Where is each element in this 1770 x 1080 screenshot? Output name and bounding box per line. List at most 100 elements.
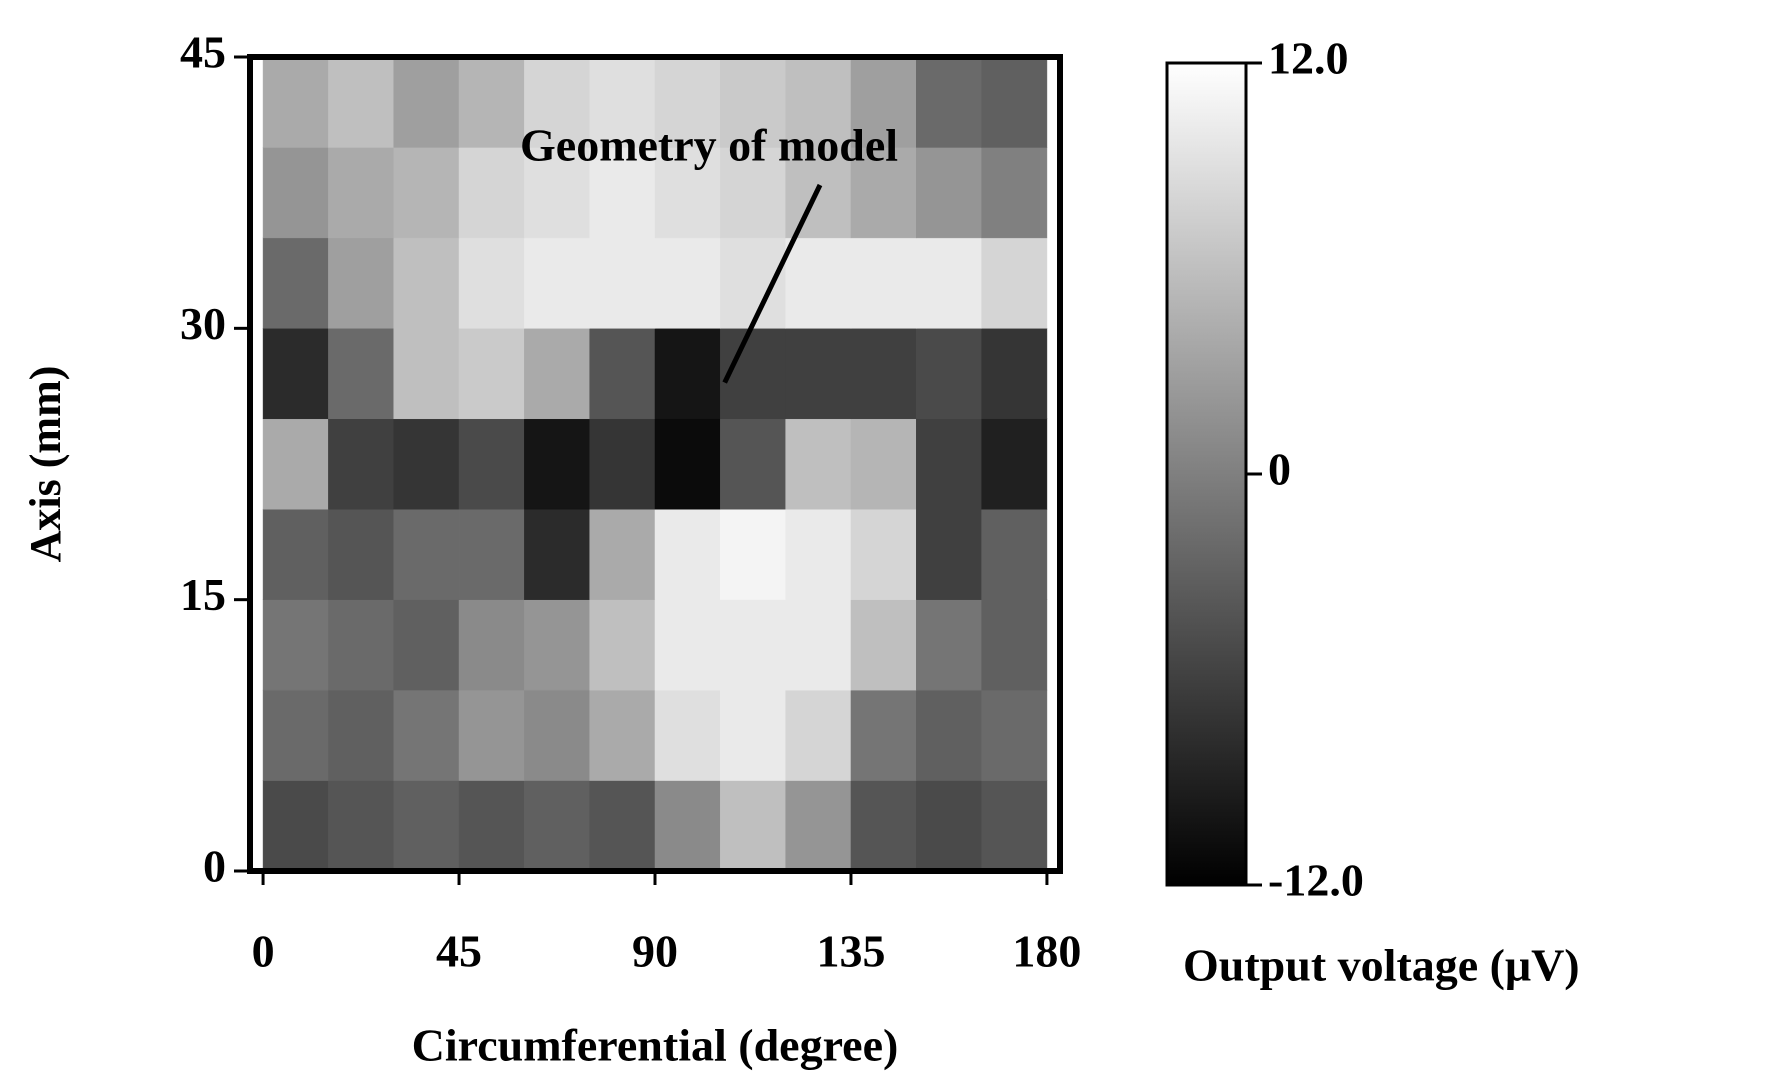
x-tick-label: 135 bbox=[816, 926, 885, 977]
heatmap-cell bbox=[458, 147, 525, 239]
heatmap-cell bbox=[720, 508, 786, 600]
heatmap-cell bbox=[981, 237, 1048, 329]
heatmap-cell bbox=[850, 147, 917, 239]
heatmap-cell bbox=[850, 56, 917, 148]
heatmap-cell bbox=[458, 780, 525, 872]
heatmap-cell bbox=[720, 599, 786, 691]
heatmap-cell bbox=[262, 56, 329, 148]
heatmap-cell bbox=[785, 237, 852, 329]
heatmap-cell bbox=[654, 689, 721, 781]
heatmap-cell bbox=[393, 237, 460, 329]
heatmap-cell bbox=[916, 508, 982, 600]
colorbar-tick-label: -12.0 bbox=[1268, 855, 1364, 906]
heatmap-cell bbox=[720, 147, 786, 239]
heatmap-cell bbox=[916, 689, 982, 781]
heatmap-cell bbox=[720, 780, 786, 872]
heatmap-cell bbox=[393, 418, 460, 510]
heatmap-cell bbox=[916, 147, 982, 239]
heatmap-cell bbox=[589, 237, 656, 329]
heatmap-cell bbox=[916, 599, 982, 691]
heatmap-cell bbox=[589, 56, 656, 148]
heatmap-cell bbox=[850, 237, 917, 329]
heatmap-cell bbox=[981, 328, 1048, 420]
heatmap-cell bbox=[981, 56, 1048, 148]
y-axis-label: Axis (mm) bbox=[21, 366, 70, 563]
heatmap-cell bbox=[916, 780, 982, 872]
x-tick-label: 45 bbox=[436, 926, 482, 977]
annotation-text: Geometry of model bbox=[520, 120, 898, 171]
heatmap-cell bbox=[458, 328, 525, 420]
heatmap-cell bbox=[916, 56, 982, 148]
heatmap-cell bbox=[654, 508, 721, 600]
heatmap-cell bbox=[458, 599, 525, 691]
heatmap-cell bbox=[981, 599, 1048, 691]
x-tick-label: 90 bbox=[632, 926, 678, 977]
heatmap-cell bbox=[328, 780, 394, 872]
heatmap-cell bbox=[654, 780, 721, 872]
heatmap-cell bbox=[916, 418, 982, 510]
heatmap-cell bbox=[785, 780, 852, 872]
heatmap-cell bbox=[524, 147, 590, 239]
heatmap-cell bbox=[262, 780, 329, 872]
heatmap-cell bbox=[589, 418, 656, 510]
heatmap-cell bbox=[654, 328, 721, 420]
annotation-arrow bbox=[722, 183, 823, 384]
heatmap-cell bbox=[393, 508, 460, 600]
colorbar-tick-label: 0 bbox=[1268, 444, 1291, 495]
y-tick-label: 45 bbox=[180, 27, 226, 78]
colorbar bbox=[1165, 61, 1248, 887]
heatmap-cell bbox=[393, 328, 460, 420]
heatmap-cell bbox=[524, 56, 590, 148]
heatmap-cell bbox=[654, 237, 721, 329]
heatmap-cell bbox=[524, 328, 590, 420]
heatmap-cell bbox=[458, 56, 525, 148]
heatmap-cell bbox=[524, 508, 590, 600]
heatmap-cell bbox=[524, 599, 590, 691]
y-tick-label: 15 bbox=[180, 569, 226, 620]
heatmap-cell bbox=[458, 418, 525, 510]
heatmap-cell bbox=[785, 56, 852, 148]
y-tick-label: 30 bbox=[180, 298, 226, 349]
heatmap-cell bbox=[981, 508, 1048, 600]
heatmap-cell bbox=[850, 418, 917, 510]
heatmap-cell bbox=[328, 418, 394, 510]
heatmap-cell bbox=[850, 508, 917, 600]
heatmap-cell bbox=[785, 508, 852, 600]
heatmap-cell bbox=[785, 328, 852, 420]
heatmap-cell bbox=[393, 780, 460, 872]
heatmap-cell bbox=[589, 599, 656, 691]
heatmap-cell bbox=[720, 237, 786, 329]
heatmap-cell bbox=[393, 599, 460, 691]
heatmap-cell bbox=[981, 147, 1048, 239]
heatmap-cell bbox=[393, 689, 460, 781]
heatmap-cell bbox=[981, 418, 1048, 510]
heatmap-cell bbox=[393, 147, 460, 239]
y-tick-label: 0 bbox=[203, 841, 226, 892]
heatmap-cell bbox=[328, 56, 394, 148]
colorbar-label: Output voltage (μV) bbox=[1183, 940, 1580, 991]
heatmap-cell bbox=[262, 328, 329, 420]
heatmap-cell bbox=[850, 689, 917, 781]
heatmap-cell bbox=[328, 147, 394, 239]
heatmap-cell bbox=[262, 599, 329, 691]
x-tick-label: 0 bbox=[252, 926, 275, 977]
heatmap-cell bbox=[589, 328, 656, 420]
heatmap-cell bbox=[785, 418, 852, 510]
heatmap-cell bbox=[458, 689, 525, 781]
x-axis-label: Circumferential (degree) bbox=[412, 1020, 899, 1071]
heatmap-cell bbox=[328, 237, 394, 329]
heatmap-cell bbox=[720, 418, 786, 510]
heatmap-cell bbox=[850, 599, 917, 691]
heatmap-cell bbox=[262, 508, 329, 600]
heatmap-cell bbox=[654, 147, 721, 239]
heatmap-cell bbox=[589, 689, 656, 781]
heatmap-cell bbox=[262, 237, 329, 329]
heatmap-cell bbox=[654, 599, 721, 691]
heatmap-cell bbox=[720, 689, 786, 781]
heatmap-cell bbox=[850, 328, 917, 420]
heatmap-cell bbox=[916, 328, 982, 420]
heatmap-cell bbox=[654, 418, 721, 510]
heatmap-cell bbox=[328, 599, 394, 691]
heatmap-cell bbox=[328, 508, 394, 600]
